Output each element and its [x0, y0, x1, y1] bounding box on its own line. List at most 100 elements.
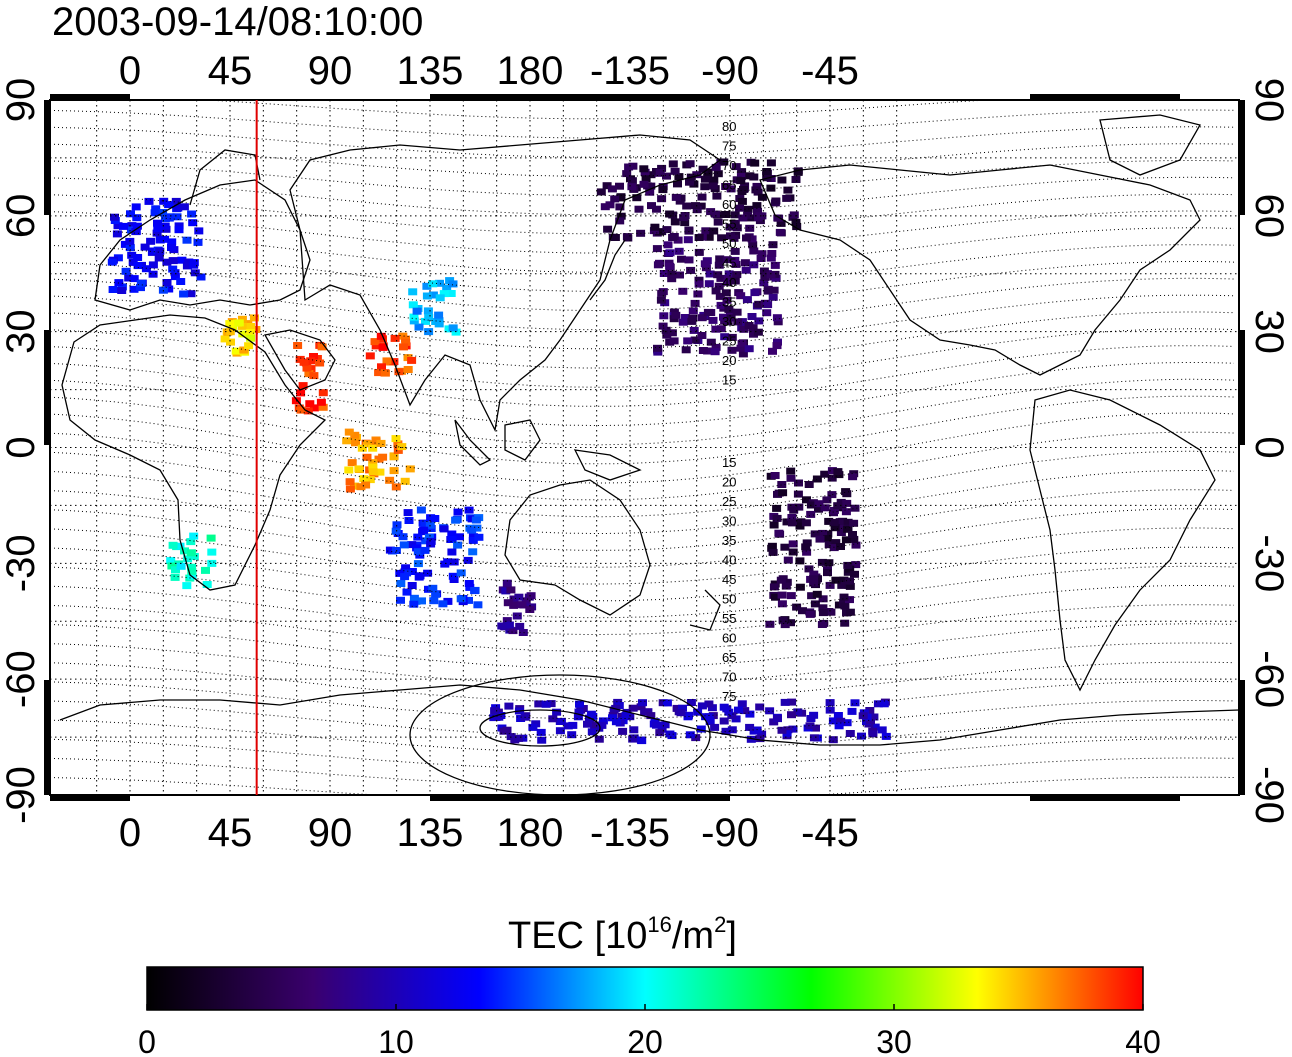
- tec-cell: [802, 496, 811, 504]
- contour-label: 35: [722, 295, 736, 310]
- tec-cell: [509, 595, 519, 603]
- tec-cell: [448, 572, 458, 580]
- tec-cell: [783, 726, 793, 734]
- tec-cell: [174, 226, 184, 234]
- tec-cell: [777, 591, 787, 599]
- tec-cell: [588, 712, 598, 720]
- tec-cell: [822, 535, 832, 543]
- tec-cell: [448, 324, 458, 332]
- tec-cell: [393, 446, 403, 454]
- tec-cell: [721, 211, 731, 218]
- magnetic-contour: [50, 362, 1235, 426]
- coast-antarctica: [59, 684, 1239, 746]
- tec-cell: [129, 275, 139, 283]
- tec-cell: [456, 569, 466, 577]
- tec-cell: [777, 481, 787, 488]
- tec-cell: [413, 548, 423, 556]
- tec-cell: [225, 320, 235, 328]
- tec-cell: [658, 186, 668, 194]
- tec-cell: [697, 314, 707, 322]
- tec-cell: [646, 171, 656, 179]
- tec-cell: [780, 621, 790, 629]
- tec-cell: [656, 296, 666, 304]
- tec-cell: [680, 314, 690, 321]
- tec-cell: [371, 438, 381, 446]
- tec-cell: [830, 524, 840, 532]
- tec-cell: [833, 712, 843, 719]
- bottom-lon-label: 0: [119, 811, 141, 855]
- tec-cell: [736, 344, 746, 352]
- magnetic-pole-contour: [409, 674, 711, 795]
- tec-cell: [737, 318, 747, 326]
- tec-cell: [489, 714, 499, 722]
- tec-cell: [167, 244, 176, 251]
- tec-cell: [669, 337, 679, 345]
- tec-cell: [170, 269, 180, 277]
- tec-cell: [652, 721, 661, 729]
- magnetic-contour: [50, 470, 1235, 534]
- tec-cell: [375, 468, 385, 476]
- tec-cell: [811, 724, 820, 732]
- tec-cell: [455, 533, 464, 541]
- tec-cell: [698, 165, 708, 173]
- bottom-lon-label: 180: [497, 811, 564, 855]
- tec-cell: [866, 717, 875, 725]
- tec-cell: [597, 721, 607, 729]
- tec-cell: [676, 194, 686, 202]
- tec-cell: [125, 244, 135, 252]
- contour-label: 80: [722, 119, 736, 134]
- tec-cell: [757, 250, 767, 258]
- tec-cell: [119, 222, 128, 230]
- tec-cell: [869, 713, 879, 721]
- tec-cell: [682, 202, 692, 210]
- tec-cell: [610, 234, 620, 241]
- tec-cell: [627, 177, 637, 185]
- tec-cell: [824, 559, 834, 567]
- colorbar: TEC [1016/m2] 0 10 20 30 40: [138, 912, 1161, 1057]
- tec-cell: [422, 282, 432, 290]
- contour-label: 15: [722, 455, 736, 470]
- tec-cell: [845, 596, 854, 604]
- tec-cell: [397, 443, 407, 451]
- tec-cell: [345, 485, 355, 493]
- tec-cell: [709, 227, 719, 235]
- tec-cell: [412, 544, 422, 552]
- tec-cell: [843, 525, 853, 533]
- tec-cell: [845, 577, 854, 585]
- tec-cell: [354, 465, 364, 473]
- tec-cell: [190, 269, 200, 277]
- tec-cell: [413, 533, 423, 541]
- tec-cell: [573, 713, 583, 721]
- tec-cell: [778, 489, 788, 497]
- tec-cell: [152, 229, 162, 237]
- tec-cell: [733, 318, 743, 326]
- tec-cell: [424, 313, 434, 321]
- tec-cell: [793, 708, 803, 716]
- tec-cell: [742, 234, 751, 242]
- tec-cell: [168, 257, 178, 265]
- tec-cell: [842, 719, 852, 727]
- tec-cell: [721, 183, 731, 190]
- tec-cell: [691, 734, 701, 742]
- tec-cell: [470, 587, 480, 595]
- tec-cell: [809, 579, 819, 587]
- tec-cell: [298, 382, 308, 390]
- tec-cell: [641, 175, 651, 183]
- tec-cell: [403, 366, 413, 373]
- contour-label: 55: [722, 611, 736, 626]
- tec-cell: [408, 301, 418, 309]
- tec-cell: [783, 186, 793, 194]
- tec-cell: [443, 597, 453, 605]
- tec-cell: [176, 278, 186, 285]
- tec-cell: [237, 315, 247, 323]
- tec-cell: [805, 610, 815, 618]
- tec-cell: [777, 726, 787, 734]
- tec-cell: [870, 723, 880, 731]
- tec-cell: [231, 347, 241, 355]
- tec-cell: [234, 319, 244, 327]
- contour-label: 30: [722, 514, 736, 529]
- tec-cell: [508, 627, 518, 635]
- tec-cell: [836, 529, 846, 536]
- tec-cell: [653, 261, 663, 269]
- tec-cell: [429, 597, 439, 605]
